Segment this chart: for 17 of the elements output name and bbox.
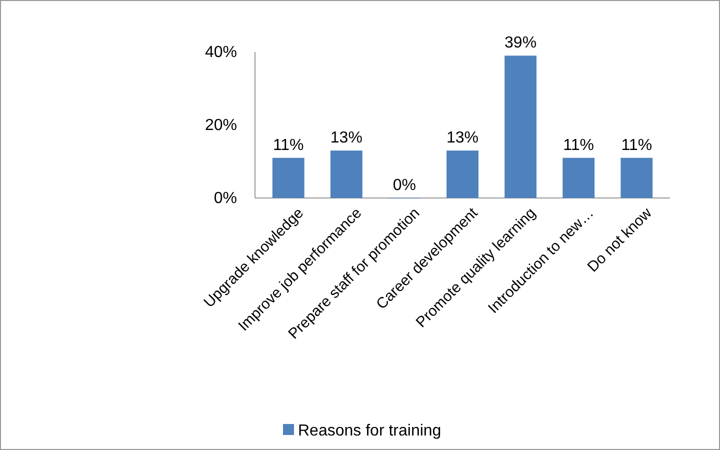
text: 11% [272,136,304,154]
bar [446,150,478,198]
bar [620,158,653,198]
bar [272,158,304,198]
y-tick-label: 20% [204,117,237,134]
text: 11% [563,136,594,154]
text: 39% [504,34,537,52]
bar [562,158,595,198]
bar [504,56,537,198]
y-tick-label: 40% [204,44,237,62]
text: 13% [446,130,479,147]
text: 13% [330,130,362,147]
bar [330,150,362,198]
legend-label: Reasons for training [298,422,442,440]
y-tick-label: 0% [214,190,237,208]
text: 0% [392,177,416,194]
text: 11% [621,136,652,154]
